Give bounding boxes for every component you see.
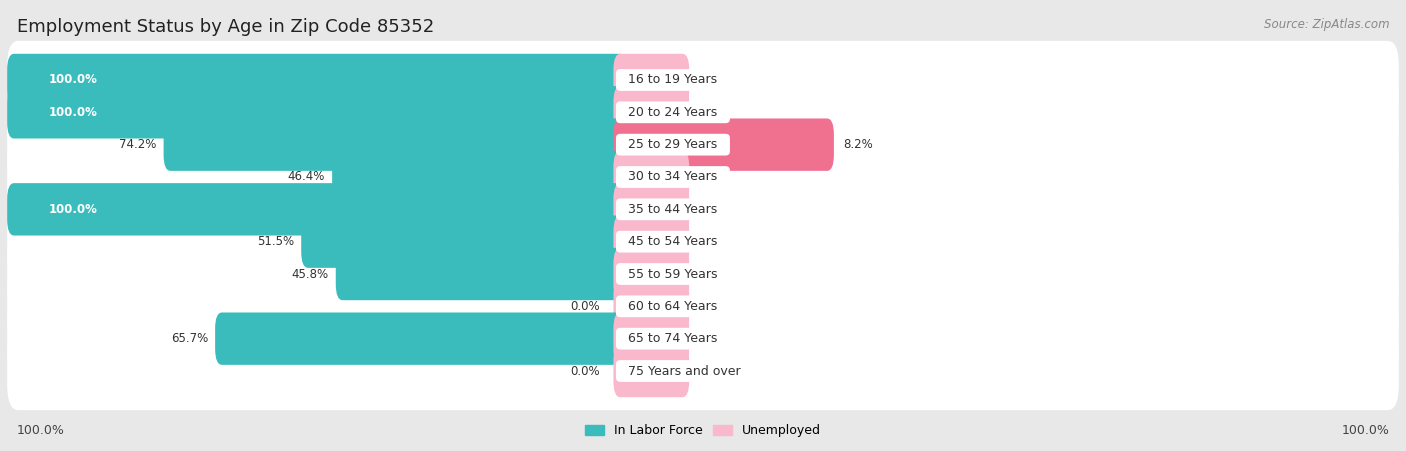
Text: 0.0%: 0.0% [699, 203, 728, 216]
FancyBboxPatch shape [613, 248, 689, 300]
FancyBboxPatch shape [7, 235, 1399, 313]
FancyBboxPatch shape [163, 119, 627, 171]
Text: 100.0%: 100.0% [1341, 424, 1389, 437]
Text: 0.0%: 0.0% [699, 300, 728, 313]
FancyBboxPatch shape [7, 299, 1399, 378]
FancyBboxPatch shape [7, 41, 1399, 119]
FancyBboxPatch shape [613, 183, 689, 235]
Text: 100.0%: 100.0% [48, 106, 97, 119]
FancyBboxPatch shape [613, 345, 689, 397]
Text: 0.0%: 0.0% [569, 300, 599, 313]
Text: 0.0%: 0.0% [699, 332, 728, 345]
FancyBboxPatch shape [7, 73, 1399, 152]
Text: 0.0%: 0.0% [699, 235, 728, 248]
Text: 35 to 44 Years: 35 to 44 Years [620, 203, 725, 216]
Legend: In Labor Force, Unemployed: In Labor Force, Unemployed [581, 419, 825, 442]
FancyBboxPatch shape [7, 138, 1399, 216]
FancyBboxPatch shape [613, 119, 834, 171]
FancyBboxPatch shape [7, 170, 1399, 249]
Text: 45 to 54 Years: 45 to 54 Years [620, 235, 725, 248]
FancyBboxPatch shape [613, 280, 689, 332]
Text: 0.0%: 0.0% [699, 74, 728, 87]
Text: 74.2%: 74.2% [120, 138, 156, 151]
FancyBboxPatch shape [613, 86, 689, 138]
FancyBboxPatch shape [7, 86, 627, 138]
FancyBboxPatch shape [7, 202, 1399, 281]
Text: 65.7%: 65.7% [172, 332, 208, 345]
FancyBboxPatch shape [613, 313, 689, 365]
FancyBboxPatch shape [7, 106, 1399, 184]
Text: 45.8%: 45.8% [292, 267, 329, 281]
FancyBboxPatch shape [613, 54, 689, 106]
FancyBboxPatch shape [336, 248, 627, 300]
FancyBboxPatch shape [301, 216, 627, 268]
Text: 100.0%: 100.0% [48, 74, 97, 87]
Text: 8.2%: 8.2% [844, 138, 873, 151]
Text: 51.5%: 51.5% [257, 235, 294, 248]
Text: 30 to 34 Years: 30 to 34 Years [620, 170, 725, 184]
FancyBboxPatch shape [7, 267, 1399, 345]
Text: 65 to 74 Years: 65 to 74 Years [620, 332, 725, 345]
Text: 100.0%: 100.0% [17, 424, 65, 437]
FancyBboxPatch shape [7, 183, 627, 235]
Text: 46.4%: 46.4% [288, 170, 325, 184]
Text: 16 to 19 Years: 16 to 19 Years [620, 74, 725, 87]
FancyBboxPatch shape [613, 151, 689, 203]
Text: 0.0%: 0.0% [699, 170, 728, 184]
Text: 20 to 24 Years: 20 to 24 Years [620, 106, 725, 119]
Text: 0.0%: 0.0% [699, 106, 728, 119]
Text: Employment Status by Age in Zip Code 85352: Employment Status by Age in Zip Code 853… [17, 18, 434, 36]
Text: 75 Years and over: 75 Years and over [620, 364, 749, 377]
FancyBboxPatch shape [215, 313, 627, 365]
FancyBboxPatch shape [613, 216, 689, 268]
Text: Source: ZipAtlas.com: Source: ZipAtlas.com [1264, 18, 1389, 31]
Text: 0.0%: 0.0% [569, 364, 599, 377]
FancyBboxPatch shape [332, 151, 627, 203]
Text: 0.0%: 0.0% [699, 364, 728, 377]
Text: 25 to 29 Years: 25 to 29 Years [620, 138, 725, 151]
Text: 100.0%: 100.0% [48, 203, 97, 216]
Text: 0.0%: 0.0% [699, 267, 728, 281]
Text: 55 to 59 Years: 55 to 59 Years [620, 267, 725, 281]
FancyBboxPatch shape [7, 332, 1399, 410]
Text: 60 to 64 Years: 60 to 64 Years [620, 300, 725, 313]
FancyBboxPatch shape [7, 54, 627, 106]
